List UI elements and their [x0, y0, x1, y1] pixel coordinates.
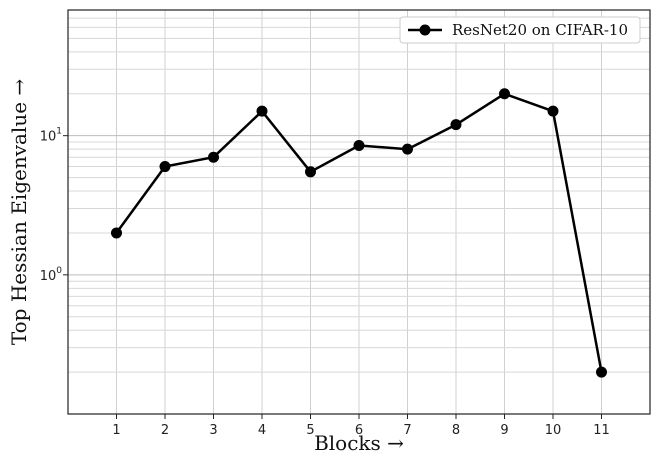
x-tick-label-1: 1: [112, 423, 120, 438]
y-tick-label-0: 100: [40, 266, 63, 284]
data-point-10: [547, 105, 559, 117]
legend: ResNet20 on CIFAR-10: [399, 16, 641, 44]
data-point-1: [111, 227, 122, 239]
data-point-3: [208, 151, 219, 163]
data-point-4: [256, 105, 268, 117]
x-tick-label-8: 8: [452, 423, 460, 438]
x-tick-label-5: 5: [306, 423, 314, 438]
data-point-8: [450, 119, 462, 131]
y-ticks: 100 101: [40, 127, 68, 284]
legend-box: [399, 16, 641, 44]
x-tick-label-9: 9: [500, 423, 508, 438]
x-tick-label-2: 2: [161, 423, 169, 438]
x-tick-label-7: 7: [403, 423, 411, 438]
data-point-9: [499, 88, 510, 100]
data-point-2: [159, 161, 171, 173]
data-point-5: [305, 166, 316, 178]
data-point-6: [353, 139, 365, 151]
legend-marker: [419, 24, 431, 36]
data-point-11: [596, 366, 607, 378]
data-point-7: [402, 143, 413, 155]
grid: [68, 9, 650, 415]
x-axis-label: Blocks →: [314, 431, 404, 455]
x-tick-label-10: 10: [545, 423, 562, 438]
y-tick-label-1: 101: [40, 127, 62, 145]
x-tick-label-3: 3: [209, 423, 217, 438]
x-tick-label-6: 6: [355, 423, 363, 438]
x-tick-label-4: 4: [258, 423, 266, 438]
plot-frame: [67, 9, 651, 415]
x-ticks: 1 2 3 4 5 6 7 8 9 10 11: [112, 414, 610, 438]
series-layer: [111, 88, 607, 378]
x-tick-label-11: 11: [593, 423, 610, 438]
y-axis-label: Top Hessian Eigenvalue →: [7, 79, 31, 346]
legend-label: ResNet20 on CIFAR-10: [452, 21, 628, 39]
